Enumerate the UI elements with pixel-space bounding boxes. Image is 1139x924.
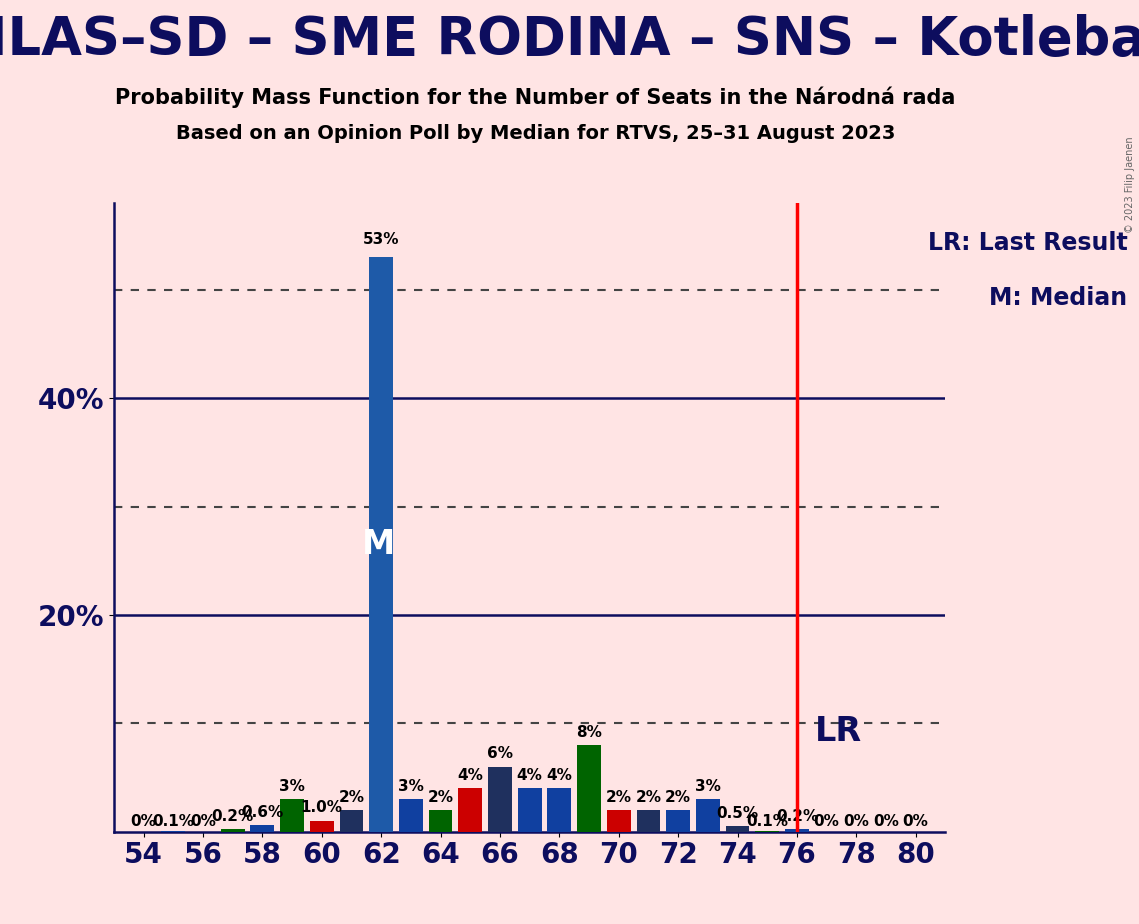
- Text: 4%: 4%: [517, 768, 542, 783]
- Text: 4%: 4%: [547, 768, 572, 783]
- Text: 4%: 4%: [457, 768, 483, 783]
- Text: LR: Last Result: LR: Last Result: [928, 231, 1128, 255]
- Text: 8%: 8%: [576, 724, 603, 739]
- Text: 2%: 2%: [606, 789, 632, 805]
- Text: Probability Mass Function for the Number of Seats in the Národná rada: Probability Mass Function for the Number…: [115, 86, 956, 108]
- Text: Based on an Opinion Poll by Median for RTVS, 25–31 August 2023: Based on an Opinion Poll by Median for R…: [175, 125, 895, 143]
- Bar: [487, 767, 511, 832]
- Text: ier–SD – HLAS–SD – SME RODINA – SNS – Kotleba–ĽS: ier–SD – HLAS–SD – SME RODINA – SNS – Ko…: [0, 14, 1139, 66]
- Text: 2%: 2%: [665, 789, 691, 805]
- Text: 0.2%: 0.2%: [212, 809, 254, 824]
- Text: 3%: 3%: [398, 779, 424, 794]
- Text: 0%: 0%: [190, 814, 216, 830]
- Text: 2%: 2%: [636, 789, 662, 805]
- Text: 0.1%: 0.1%: [746, 814, 788, 830]
- Text: 6%: 6%: [487, 747, 513, 761]
- Text: 0.1%: 0.1%: [153, 814, 195, 830]
- Bar: [755, 831, 779, 832]
- Text: 0%: 0%: [872, 814, 899, 830]
- Text: M: M: [361, 528, 395, 561]
- Text: 1.0%: 1.0%: [301, 800, 343, 815]
- Text: LR: LR: [814, 715, 862, 748]
- Text: 0.2%: 0.2%: [776, 809, 818, 824]
- Bar: [310, 821, 334, 832]
- Bar: [607, 810, 631, 832]
- Bar: [458, 788, 482, 832]
- Bar: [518, 788, 541, 832]
- Bar: [399, 799, 423, 832]
- Bar: [785, 830, 809, 832]
- Text: 53%: 53%: [363, 232, 400, 247]
- Text: 0%: 0%: [843, 814, 869, 830]
- Text: 0%: 0%: [131, 814, 156, 830]
- Text: 0.5%: 0.5%: [716, 806, 759, 821]
- Bar: [251, 825, 274, 832]
- Bar: [221, 830, 245, 832]
- Bar: [637, 810, 661, 832]
- Bar: [666, 810, 690, 832]
- Text: 0.6%: 0.6%: [241, 805, 284, 820]
- Text: 0%: 0%: [813, 814, 839, 830]
- Text: © 2023 Filip Jaenen: © 2023 Filip Jaenen: [1125, 137, 1134, 233]
- Text: 3%: 3%: [279, 779, 305, 794]
- Text: 3%: 3%: [695, 779, 721, 794]
- Text: 0%: 0%: [903, 814, 928, 830]
- Bar: [726, 826, 749, 832]
- Bar: [339, 810, 363, 832]
- Bar: [428, 810, 452, 832]
- Bar: [369, 258, 393, 832]
- Bar: [280, 799, 304, 832]
- Bar: [577, 745, 601, 832]
- Bar: [162, 831, 186, 832]
- Text: 2%: 2%: [338, 789, 364, 805]
- Bar: [548, 788, 571, 832]
- Text: M: Median: M: Median: [990, 286, 1128, 310]
- Bar: [696, 799, 720, 832]
- Text: 2%: 2%: [427, 789, 453, 805]
